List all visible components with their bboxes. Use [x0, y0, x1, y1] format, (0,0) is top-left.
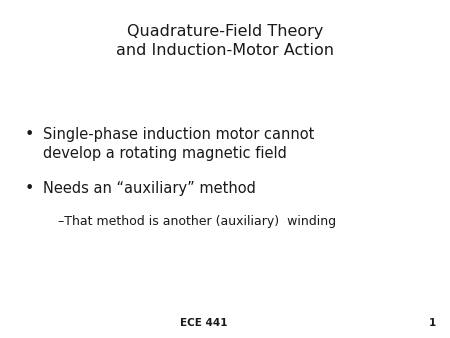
Text: ECE 441: ECE 441 [180, 318, 228, 328]
Text: Single-phase induction motor cannot
develop a rotating magnetic field: Single-phase induction motor cannot deve… [43, 127, 314, 161]
Text: –That method is another (auxiliary)  winding: –That method is another (auxiliary) wind… [58, 215, 337, 227]
Text: 1: 1 [429, 318, 436, 328]
Text: Quadrature-Field Theory
and Induction-Motor Action: Quadrature-Field Theory and Induction-Mo… [116, 24, 334, 58]
Text: •: • [25, 181, 34, 196]
Text: Needs an “auxiliary” method: Needs an “auxiliary” method [43, 181, 256, 196]
Text: •: • [25, 127, 34, 142]
